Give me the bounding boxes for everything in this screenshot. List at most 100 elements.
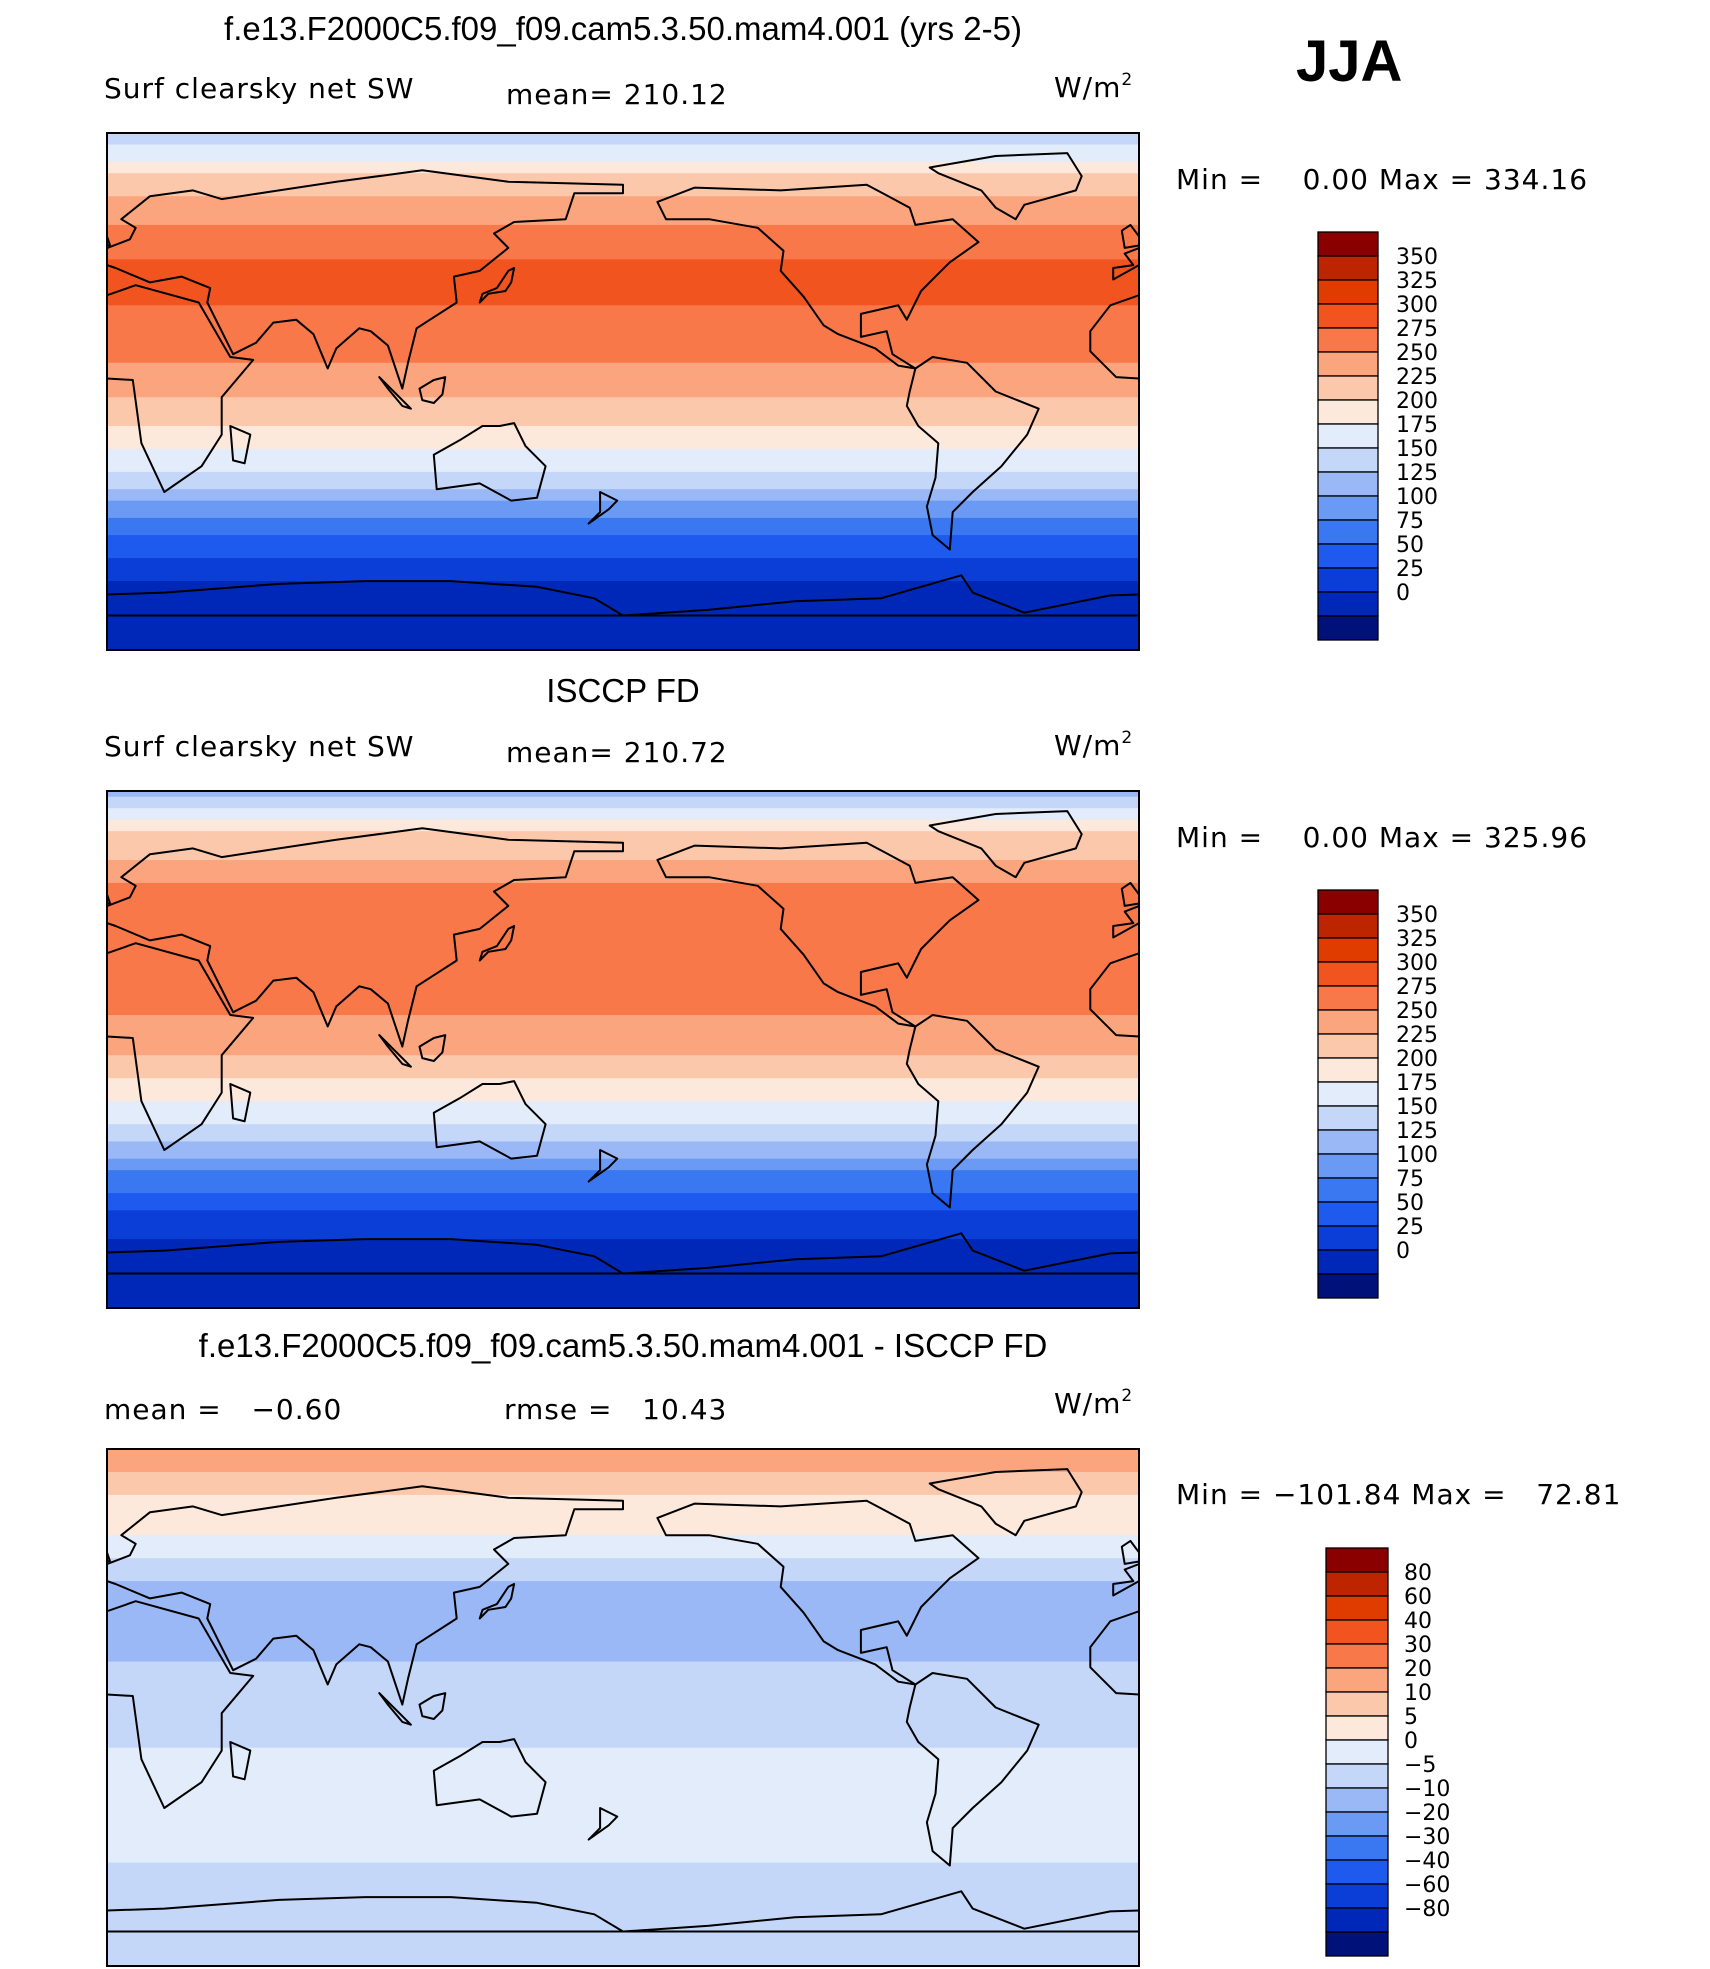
zonal-band xyxy=(107,1736,1139,1743)
zonal-band xyxy=(107,871,1139,878)
zonal-band xyxy=(107,161,1139,169)
zonal-band xyxy=(107,523,1139,530)
zonal-band xyxy=(107,1816,1139,1823)
minmax-label: Min = 0.00 Max = 334.16 xyxy=(1176,163,1589,196)
colorbar-tick-label: 25 xyxy=(1396,557,1424,582)
zonal-band xyxy=(107,1043,1139,1051)
coastline-namerica xyxy=(1689,1501,1710,1685)
coastline-samerica xyxy=(0,357,7,550)
zonal-band xyxy=(107,923,1139,930)
zonal-band xyxy=(107,494,1139,502)
zonal-band xyxy=(107,836,1139,844)
colorbar-tick-label: 150 xyxy=(1396,1095,1438,1120)
colorbar-swatch xyxy=(1325,1619,1389,1645)
zonal-band xyxy=(107,345,1139,352)
colorbar-tick-label: 100 xyxy=(1396,1143,1438,1168)
zonal-band xyxy=(107,1874,1139,1881)
coastline-antarctica xyxy=(622,1232,1139,1275)
colorbar-tick-label: 50 xyxy=(1396,533,1424,558)
zonal-band xyxy=(107,213,1139,220)
zonal-band xyxy=(107,535,1139,542)
zonal-band xyxy=(107,311,1139,318)
colorbar-tick-label: 300 xyxy=(1396,293,1438,318)
zonal-band xyxy=(107,471,1139,479)
zonal-band xyxy=(107,1158,1139,1165)
colorbar-tick-label: 80 xyxy=(1404,1561,1432,1586)
zonal-band xyxy=(107,1839,1139,1846)
zonal-band xyxy=(107,1454,1139,1462)
zonal-band xyxy=(107,305,1139,312)
zonal-band xyxy=(107,414,1139,421)
coastline-antarctica xyxy=(1655,1891,1710,1931)
map-frame xyxy=(106,790,1140,1309)
coastline-uk xyxy=(1120,223,1139,249)
zonal-band xyxy=(107,1563,1139,1571)
zonal-band xyxy=(107,224,1139,232)
zonal-band xyxy=(107,1799,1139,1806)
zonal-band xyxy=(107,1517,1139,1525)
coastline-japan xyxy=(1512,926,1546,961)
colorbar-tick-label: 175 xyxy=(1396,413,1438,438)
zonal-band xyxy=(107,1477,1139,1485)
zonal-band xyxy=(107,1187,1139,1194)
colorbar-tick-label: 250 xyxy=(1396,341,1438,366)
colorbar-swatch xyxy=(1325,1715,1389,1741)
coastline-borneo xyxy=(1452,1693,1478,1719)
colorbar-tick-label: 40 xyxy=(1404,1609,1432,1634)
coastline-newzealand xyxy=(587,1807,619,1841)
units-label: W/m2 xyxy=(1054,1386,1134,1420)
zonal-band xyxy=(107,1038,1139,1045)
zonal-band xyxy=(107,133,1139,140)
coastline-sumatra xyxy=(378,1692,412,1726)
colorbar-tick-label: 20 xyxy=(1404,1657,1432,1682)
zonal-band xyxy=(107,1449,1139,1456)
zonal-band xyxy=(107,1256,1139,1263)
colorbar-swatch xyxy=(1317,423,1379,449)
coastline-greenland xyxy=(0,153,50,219)
zonal-band xyxy=(107,1845,1139,1852)
coastline-japan xyxy=(478,1583,516,1620)
coastline-madagascar xyxy=(1262,426,1282,463)
colorbar-tick-label: −5 xyxy=(1404,1753,1436,1778)
coastline-namerica xyxy=(656,841,980,1028)
zonal-band xyxy=(107,1920,1139,1927)
zonal-band xyxy=(107,911,1139,918)
zonal-band xyxy=(107,391,1139,398)
season-label: JJA xyxy=(1296,29,1403,94)
zonal-band xyxy=(107,1466,1139,1473)
zonal-band xyxy=(107,638,1139,645)
zonal-band xyxy=(107,1897,1139,1904)
zonal-band xyxy=(107,1937,1139,1944)
colorbar-tick-label: 100 xyxy=(1396,485,1438,510)
coastline-antarctica xyxy=(107,1238,624,1275)
minmax-label: Min = −101.84 Max = 72.81 xyxy=(1176,1478,1622,1511)
zonal-band xyxy=(107,1793,1139,1801)
zonal-band xyxy=(107,322,1139,329)
zonal-band xyxy=(107,813,1139,821)
colorbar-swatch xyxy=(1317,351,1379,377)
colorbar-swatch xyxy=(1317,1225,1379,1251)
zonal-band xyxy=(107,540,1139,548)
colorbar-tick-label: 30 xyxy=(1404,1633,1432,1658)
zonal-band xyxy=(107,621,1139,628)
zonal-band xyxy=(107,877,1139,884)
colorbar-swatch xyxy=(1317,889,1379,915)
zonal-band xyxy=(107,437,1139,444)
zonal-band xyxy=(107,980,1139,987)
zonal-band xyxy=(107,236,1139,243)
zonal-band xyxy=(107,1204,1139,1211)
zonal-band xyxy=(107,1471,1139,1479)
zonal-band xyxy=(107,604,1139,611)
zonal-band xyxy=(107,1124,1139,1131)
coastline-japan xyxy=(1512,268,1546,303)
zonal-band xyxy=(107,796,1139,804)
zonal-band xyxy=(107,808,1139,815)
zonal-band xyxy=(107,1891,1139,1898)
zonal-band xyxy=(107,1267,1139,1275)
zonal-band xyxy=(107,420,1139,427)
zonal-band xyxy=(107,1072,1139,1079)
zonal-band xyxy=(107,615,1139,622)
zonal-band xyxy=(107,1730,1139,1737)
coastline-africa xyxy=(1089,952,1139,1038)
zonal-band xyxy=(107,1925,1139,1933)
